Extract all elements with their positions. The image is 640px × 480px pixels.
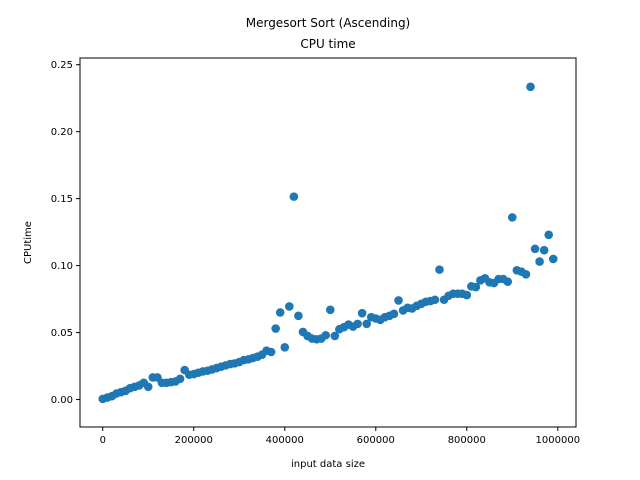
- chart-subtitle: CPU time: [300, 37, 355, 51]
- data-point: [462, 290, 472, 300]
- data-point: [535, 257, 544, 266]
- data-point: [289, 192, 299, 201]
- x-tick-label: 200000: [175, 435, 213, 446]
- y-tick-label: 0.20: [51, 127, 73, 138]
- data-point: [175, 374, 185, 384]
- chart-title: Mergesort Sort (Ascending): [246, 16, 411, 30]
- data-point: [548, 254, 558, 264]
- x-axis-ticks: 0 200000 400000 600000 800000 1000000: [100, 427, 581, 446]
- data-point: [143, 382, 153, 392]
- y-tick-label: 0.00: [51, 395, 73, 406]
- y-tick-label: 0.15: [51, 194, 73, 205]
- data-point: [521, 270, 531, 279]
- data-point: [280, 343, 290, 352]
- data-point: [325, 305, 335, 315]
- plot-area-frame: [79, 57, 577, 428]
- data-point: [389, 309, 399, 319]
- data-point: [266, 347, 276, 357]
- data-point: [544, 230, 553, 240]
- data-point: [271, 324, 280, 333]
- data-point: [353, 319, 362, 329]
- x-tick-label: 800000: [448, 435, 486, 446]
- x-tick-label: 0: [100, 435, 106, 446]
- data-point: [503, 277, 513, 286]
- data-point: [362, 319, 371, 329]
- data-point: [294, 311, 303, 321]
- data-point: [539, 245, 549, 255]
- data-point: [526, 82, 535, 92]
- x-tick-label: 600000: [357, 435, 395, 446]
- data-point: [507, 213, 517, 222]
- data-point: [285, 302, 294, 311]
- x-tick-label: 400000: [266, 435, 304, 446]
- data-points: [98, 82, 558, 404]
- data-point: [394, 296, 403, 305]
- y-axis-label: CPUtime: [23, 221, 34, 264]
- data-point: [330, 331, 340, 341]
- data-point: [530, 244, 540, 254]
- data-point: [471, 282, 481, 292]
- x-tick-label: 1000000: [536, 435, 581, 446]
- x-axis-label: input data size: [291, 459, 365, 470]
- data-point: [357, 308, 367, 318]
- data-point: [275, 308, 285, 317]
- y-tick-label: 0.10: [51, 261, 73, 272]
- data-point: [321, 330, 331, 340]
- y-axis-ticks: 0.00 0.05 0.10 0.15 0.20 0.25: [51, 60, 80, 406]
- data-point: [430, 295, 440, 305]
- y-tick-label: 0.05: [51, 328, 73, 339]
- y-tick-label: 0.25: [51, 60, 73, 71]
- data-point: [435, 265, 444, 274]
